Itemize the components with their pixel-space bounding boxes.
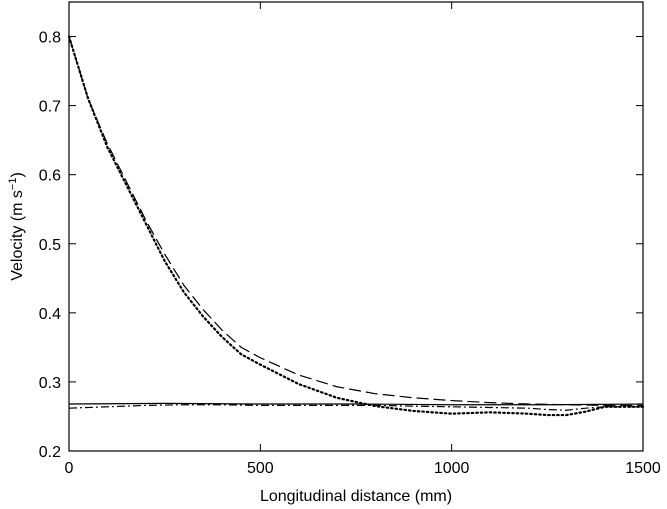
x-axis-title: Longitudinal distance (mm) — [260, 488, 452, 505]
y-axis-title-close: ) — [9, 172, 26, 177]
series-layer — [67, 35, 645, 417]
ticks-layer: 0 500 1000 1500 0.2 0.3 0.4 0.5 0.6 0.7 0.8 — [39, 2, 661, 477]
plot-frame — [68, 1, 644, 452]
y-axis-title: Velocity (m s−1) — [7, 172, 26, 281]
y-tick-label: 0.2 — [39, 444, 61, 461]
x-tick-label: 500 — [247, 460, 274, 477]
y-tick-label: 0.8 — [39, 30, 61, 47]
y-tick-label: 0.4 — [39, 306, 61, 323]
y-axis-title-base: Velocity (m s — [9, 190, 26, 281]
x-tick-label: 0 — [65, 460, 74, 477]
x-tick-label: 1000 — [434, 460, 470, 477]
series-line-dotted — [67, 35, 645, 417]
y-axis-title-superscript: −1 — [7, 178, 19, 191]
y-tick-label: 0.3 — [39, 375, 61, 392]
x-tick-label: 1500 — [625, 460, 661, 477]
series-line-dashdot — [68, 404, 643, 411]
y-tick-label: 0.5 — [39, 237, 61, 254]
y-tick-label: 0.7 — [39, 99, 61, 116]
series-line-dashed — [68, 36, 643, 407]
y-tick-label: 0.6 — [39, 168, 61, 185]
series-line-solid — [68, 402, 644, 406]
